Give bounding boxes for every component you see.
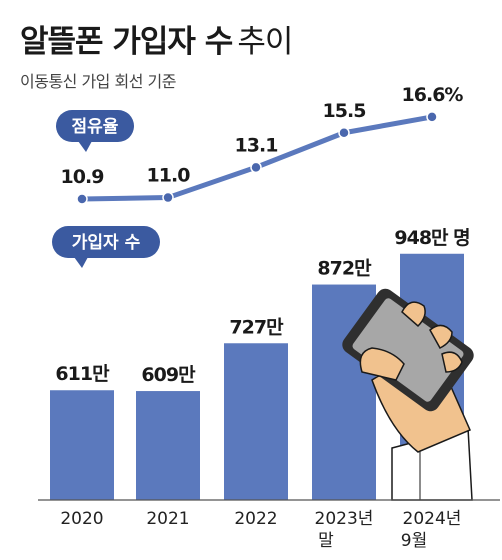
x-tick-label: 2020	[60, 509, 103, 529]
title-light: 추이	[237, 24, 293, 60]
legend-subscribers-badge	[52, 226, 160, 258]
legend-subscribers-badge-pointer	[74, 257, 88, 268]
share-value-label: 16.6%	[402, 84, 464, 106]
bar	[224, 343, 288, 500]
share-value-label: 15.5	[323, 100, 366, 122]
x-tick-label: 2021	[146, 509, 189, 529]
share-point	[162, 191, 174, 204]
share-value-label: 11.0	[147, 165, 191, 187]
share-value-label: 10.9	[61, 166, 104, 188]
x-tick-label: 9월	[401, 531, 427, 551]
legend-share-badge-label: 점유율	[72, 117, 119, 137]
legend-subscribers-badge-label: 가입자 수	[72, 233, 141, 253]
share-point	[426, 111, 438, 123]
share-line	[81, 114, 433, 202]
share-point	[338, 127, 350, 139]
phone-hand-illustration	[342, 288, 474, 501]
x-tick-label: 2022	[234, 509, 277, 529]
labels-layer: 611만 609만 727만 872만 948만 명 10.9 11.0 13.1 15.5 16…	[55, 84, 470, 386]
x-tick-label: 2023년	[315, 509, 374, 529]
share-value-label: 13.1	[235, 134, 278, 156]
x-tick-label: 2024년	[403, 509, 462, 529]
x-tick-label: 말	[318, 531, 334, 551]
bar-value-label: 948만 명	[394, 227, 469, 249]
bar-value-label: 609만	[141, 364, 196, 386]
bar-value-label: 611만	[55, 363, 110, 385]
line-layer	[76, 111, 438, 205]
legend-share-badge	[56, 110, 134, 142]
bar-value-label: 727만	[229, 316, 284, 338]
bar	[50, 390, 114, 500]
title-bold: 알뜰폰 가입자 수	[20, 24, 233, 60]
legend-share-badge-pointer	[78, 141, 92, 152]
bar	[136, 391, 200, 500]
chart-subtitle: 이동통신 가입 회선 기준	[20, 72, 176, 91]
chart-title: 알뜰폰 가입자 수 추이	[20, 16, 293, 61]
share-point	[76, 193, 88, 205]
share-point	[250, 161, 262, 174]
bar-value-label: 872만	[317, 258, 372, 280]
